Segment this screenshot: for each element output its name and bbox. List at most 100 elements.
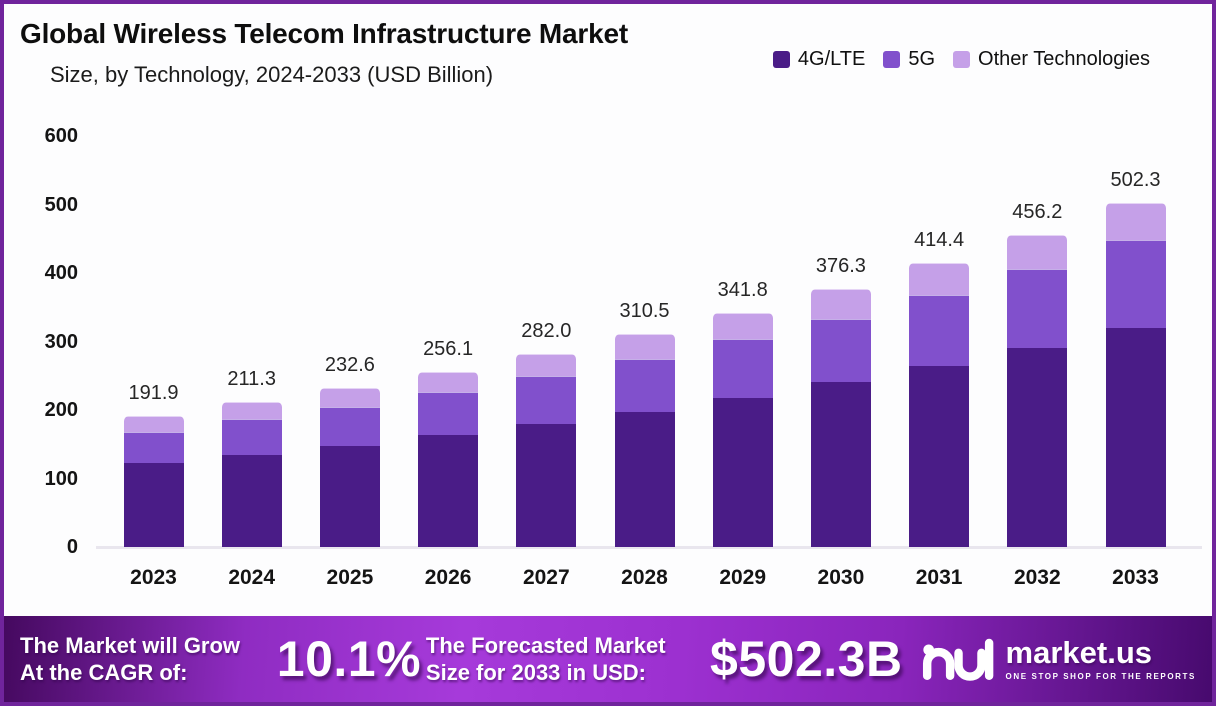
x-axis-tick-2025: 2025: [326, 566, 374, 589]
chart-subtitle: Size, by Technology, 2024-2033 (USD Bill…: [50, 62, 494, 87]
legend-item-other-technologies: Other Technologies: [953, 48, 1150, 71]
x-axis-tick-2032: 2032: [1013, 566, 1061, 589]
segment-2023-other-technologies: [123, 415, 184, 432]
segment-2031-other-technologies: [909, 263, 970, 296]
market-us-logo-icon: [922, 638, 993, 681]
segment-2027-4g-lte: [516, 424, 577, 547]
legend-label: 4G/LTE: [797, 48, 866, 70]
segment-2033-5g: [1105, 239, 1166, 329]
segment-2033-other-technologies: [1105, 202, 1166, 240]
legend-swatch-icon: [883, 51, 901, 68]
bottom-banner: The Market will Grow At the CAGR of: 10.…: [4, 616, 1212, 702]
segment-2030-other-technologies: [810, 289, 871, 319]
segment-2029-5g: [712, 339, 773, 398]
forecast-value: $502.3B: [710, 631, 903, 687]
cagr-caption-line1: The Market will Grow: [20, 632, 241, 658]
segment-2031-4g-lte: [909, 366, 970, 547]
bar-2023: [123, 415, 184, 547]
segment-2024-5g: [221, 418, 282, 455]
segment-2031-5g: [909, 295, 970, 367]
segment-2027-other-technologies: [516, 353, 577, 377]
bar-2025: [319, 387, 380, 547]
forecast-caption-line1: The Forecasted Market: [425, 632, 666, 658]
page-title: Global Wireless Telecom Infrastructure M…: [20, 18, 628, 49]
segment-2023-4g-lte: [123, 463, 184, 547]
forecast-caption-line2: Size for 2033 in USD:: [425, 660, 646, 685]
segment-2033-4g-lte: [1105, 328, 1166, 547]
bar-value-2024: 211.3: [227, 368, 276, 391]
logo-name: market.us: [1005, 635, 1153, 670]
y-axis-tick-300: 300: [44, 330, 78, 353]
x-axis-tick-2033: 2033: [1112, 566, 1159, 589]
bar-value-2023: 191.9: [128, 381, 179, 404]
segment-2025-4g-lte: [319, 445, 380, 547]
bar-2030: [810, 289, 871, 547]
segment-2029-other-technologies: [712, 312, 773, 340]
bar-2033: [1105, 202, 1166, 547]
x-axis-tick-2026: 2026: [424, 566, 472, 589]
x-axis-tick-2030: 2030: [817, 566, 865, 589]
cagr-value: 10.1%: [276, 631, 422, 687]
legend-label: 5G: [908, 48, 936, 70]
x-axis-tick-2031: 2031: [915, 566, 963, 589]
y-axis-tick-0: 0: [66, 536, 78, 558]
legend-swatch-icon: [772, 51, 790, 68]
segment-2032-other-technologies: [1007, 234, 1068, 269]
segment-2026-4g-lte: [418, 435, 479, 547]
segment-2032-5g: [1007, 268, 1068, 348]
bar-value-2033: 502.3: [1110, 168, 1161, 191]
x-axis-tick-2024: 2024: [228, 566, 276, 589]
logo-tagline: ONE STOP SHOP FOR THE REPORTS: [1005, 672, 1196, 681]
bar-value-2025: 232.6: [324, 353, 375, 376]
segment-2025-other-technologies: [319, 387, 380, 407]
bar-2031: [909, 263, 970, 547]
bar-2024: [221, 402, 282, 547]
market-us-logo: market.us ONE STOP SHOP FOR THE REPORTS: [918, 633, 1196, 685]
segment-2028-other-technologies: [614, 334, 675, 359]
bar-value-2027: 282.0: [521, 319, 572, 342]
bar-2028: [614, 334, 675, 547]
bar-value-2029: 341.8: [717, 278, 768, 301]
bar-2032: [1007, 234, 1068, 547]
y-axis-tick-200: 200: [44, 399, 78, 421]
legend-item-5g: 5G: [883, 48, 935, 71]
segment-2030-5g: [810, 318, 871, 382]
bar-2029: [712, 312, 773, 547]
segment-2026-other-technologies: [418, 371, 479, 393]
y-axis-tick-400: 400: [44, 262, 78, 284]
bar-value-2028: 310.5: [619, 300, 670, 323]
y-axis-tick-500: 500: [44, 193, 78, 216]
x-axis-baseline: [96, 546, 1202, 549]
x-axis-tick-2028: 2028: [621, 566, 668, 589]
segment-2025-5g: [319, 406, 380, 446]
segment-2030-4g-lte: [810, 381, 871, 547]
stacked-bar-chart: 0 100 200 300 400 500 600 191.9 2023 211.3 2024 232…: [4, 4, 1212, 702]
segment-2024-other-technologies: [221, 402, 282, 419]
chart-legend: 4G/LTE 5G Other Technologies: [772, 48, 1150, 71]
x-axis-tick-2027: 2027: [522, 566, 570, 589]
segment-2023-5g: [123, 431, 184, 464]
y-axis-tick-600: 600: [44, 125, 78, 147]
bar-2027: [516, 353, 577, 547]
bar-value-2031: 414.4: [914, 229, 965, 252]
segment-2028-5g: [614, 358, 675, 412]
x-axis-tick-2023: 2023: [130, 566, 177, 589]
segment-2029-4g-lte: [712, 397, 773, 547]
cagr-caption-line2: At the CAGR of:: [20, 660, 188, 685]
segment-2024-4g-lte: [221, 454, 282, 547]
segment-2027-5g: [516, 376, 577, 425]
bar-value-2032: 456.2: [1012, 200, 1063, 223]
segment-2026-5g: [418, 392, 479, 436]
y-axis-tick-100: 100: [44, 467, 78, 490]
legend-item-4g-lte: 4G/LTE: [772, 48, 866, 71]
bar-value-2030: 376.3: [815, 255, 866, 278]
bar-value-2026: 256.1: [423, 337, 474, 360]
logo-text-block: market.us ONE STOP SHOP FOR THE REPORTS: [1006, 637, 1196, 681]
segment-2032-4g-lte: [1007, 347, 1068, 547]
cagr-caption: The Market will Grow At the CAGR of:: [20, 632, 277, 687]
segment-2028-4g-lte: [614, 411, 675, 547]
bar-2026: [418, 371, 479, 547]
legend-label: Other Technologies: [978, 48, 1150, 70]
x-axis-tick-2029: 2029: [719, 566, 767, 589]
